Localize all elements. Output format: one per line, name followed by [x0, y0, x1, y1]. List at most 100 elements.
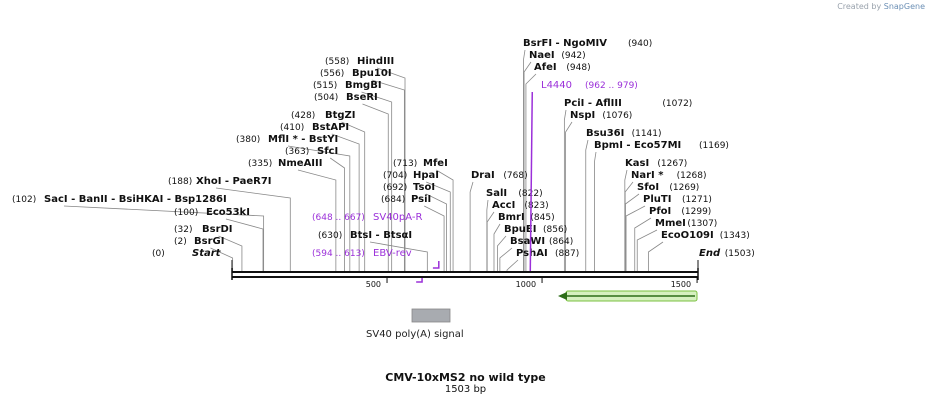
- site-afei: AfeI (948): [534, 62, 591, 73]
- site-line-bmri: [493, 223, 501, 272]
- site-bsrdi: BsrDI (32): [174, 224, 233, 235]
- site-line-psii: [424, 205, 445, 272]
- site-line-ecoo109i: [647, 241, 664, 272]
- site-pos-mmei: (1307): [687, 219, 717, 229]
- site-name-bsawi: BsaWI: [510, 236, 545, 247]
- site-pos-sfci: (363): [285, 147, 309, 157]
- site-bmgbi: BmgBI (515): [313, 80, 382, 91]
- site-line-afei: [525, 73, 537, 272]
- primer-range-sv40pa-r: (648 .. 667): [312, 213, 365, 223]
- site-xhoi: XhoI - PaeR7I (188): [168, 176, 272, 187]
- site-mlfi: MflI * - BstYI (380): [236, 134, 338, 145]
- site-name-acci: AccI: [492, 200, 515, 211]
- site-bpu10i: Bpu10I (556): [320, 68, 392, 79]
- site-name-nspi: NspI: [570, 110, 595, 121]
- site-btsi: BtsI - BtsαI (630): [318, 230, 412, 241]
- site-pos-sfoi: (1269): [669, 183, 699, 193]
- primer-name-l4440: L4440: [541, 80, 572, 91]
- site-name-sali: SalI: [486, 188, 507, 199]
- site-pos-bsu36i: (1141): [632, 129, 662, 139]
- site-name-naei: NaeI: [529, 50, 555, 61]
- snapgene-credit: Created by SnapGene: [837, 2, 925, 11]
- site-line-bstapi: [331, 133, 360, 272]
- site-line-xhoi: [215, 187, 291, 272]
- site-pos-bsawi: (864): [549, 237, 573, 247]
- snapgene-logo: SnapGene: [883, 2, 925, 11]
- site-name-bsrgi: BsrGI: [194, 236, 224, 247]
- primer-range-l4440: (962 .. 979): [585, 81, 638, 91]
- site-pos-end: (1503): [725, 249, 755, 259]
- site-name-pshai: PshAI: [516, 248, 548, 259]
- primer-arrow-sv40pa-r: [432, 261, 440, 269]
- site-pos-acci: (823): [524, 201, 548, 211]
- site-bsrfi: BsrFI - NgoMIV (940): [523, 38, 652, 49]
- site-nspi: NspI (1076): [570, 110, 632, 121]
- site-bstapi: BstAPI (410): [280, 122, 349, 133]
- site-line-acci: [486, 211, 495, 272]
- site-name-eco53ki: Eco53kI: [206, 207, 250, 218]
- site-line-mlfi: [287, 145, 351, 272]
- primer-sv40pa-r: SV40pA-R (648 .. 667): [312, 212, 440, 269]
- site-name-kasi: KasI: [625, 158, 649, 169]
- site-line-eco53ki: [225, 218, 264, 272]
- site-sali: SalI(822): [486, 188, 543, 199]
- site-hindiii: HindIII (558): [325, 56, 394, 67]
- site-name-pcii: PciI - AflIII: [564, 98, 622, 109]
- site-psii: PsiI (684): [381, 194, 431, 205]
- site-name-start: Start: [192, 248, 222, 259]
- site-mmei: MmeI (1307): [655, 218, 717, 229]
- site-bseri: BseRI (504): [314, 92, 378, 103]
- site-kasi: KasI (1267): [625, 158, 687, 169]
- site-name-tsoi: TsoI: [413, 182, 435, 193]
- site-pos-btsi: (630): [318, 231, 342, 241]
- site-pos-bstapi: (410): [280, 123, 304, 133]
- site-name-bsu36i: Bsu36I: [586, 128, 624, 139]
- site-name-pluti: PluTI: [643, 194, 671, 205]
- site-nmeaiii: NmeAIII (335): [248, 158, 322, 169]
- site-pos-saci: (102): [12, 195, 36, 205]
- site-pos-pluti: (1271): [682, 195, 712, 205]
- site-labels: Start (0) BsrGI (2) BsrDI (32) Eco53kI (100) Sac…: [12, 38, 755, 259]
- site-line-hindiii: [376, 67, 406, 272]
- site-pos-kasi: (1267): [657, 159, 687, 169]
- site-ecoo109i: EcoO109I (1343): [661, 230, 750, 241]
- ruler-label-1000: 1000: [516, 280, 536, 289]
- site-tsoi: TsoI (692): [383, 182, 435, 193]
- site-pos-bseri: (504): [314, 93, 338, 103]
- feature-sv40-polya-box: [411, 308, 451, 323]
- site-pos-mlfi: (380): [236, 135, 260, 145]
- ruler-label-500: 500: [366, 280, 381, 289]
- site-line-bsrgi: [210, 247, 234, 272]
- site-name-bmgbi: BmgBI: [345, 80, 382, 91]
- site-drai: DraI (768): [471, 170, 528, 181]
- site-name-bseri: BseRI: [346, 92, 378, 103]
- sv40-polya-label: SV40 poly(A) signal: [366, 329, 464, 340]
- site-pos-pfoi: (1299): [681, 207, 711, 217]
- site-pos-psii: (684): [381, 195, 405, 205]
- site-pos-hindiii: (558): [325, 57, 349, 67]
- site-line-pluti: [625, 205, 646, 272]
- site-bsu36i: Bsu36I (1141): [586, 128, 662, 139]
- site-line-bmgbi: [361, 91, 393, 272]
- site-pos-eco53ki: (100): [174, 208, 198, 218]
- primer-name-sv40pa-r: SV40pA-R: [373, 212, 422, 223]
- site-line-drai: [469, 181, 474, 272]
- site-pos-nmeaiii: (335): [248, 159, 272, 169]
- site-name-hindiii: HindIII: [357, 56, 394, 67]
- site-pcii: PciI - AflIII (1072): [564, 98, 692, 109]
- site-name-nari: NarI *: [631, 170, 664, 181]
- primer-range-ebv-rev: (594 .. 613): [312, 249, 365, 259]
- site-btgzi: BtgZI (428): [291, 110, 356, 121]
- site-pfoi: PfoI (1299): [649, 206, 711, 217]
- site-pos-start: (0): [152, 249, 165, 259]
- site-line-btsi: [369, 241, 428, 272]
- backbone: 500 1000 1500: [231, 268, 699, 289]
- site-sfci: SfcI (363): [285, 146, 338, 157]
- site-name-nmeaiii: NmeAIII: [278, 158, 322, 169]
- site-line-bsu36i: [585, 139, 589, 272]
- site-line-pfoi: [634, 217, 652, 272]
- site-line-mfei: [435, 169, 454, 272]
- site-hpai: HpaI (704): [383, 170, 439, 181]
- site-line-naei: [523, 61, 532, 272]
- site-line-sfci: [329, 157, 345, 272]
